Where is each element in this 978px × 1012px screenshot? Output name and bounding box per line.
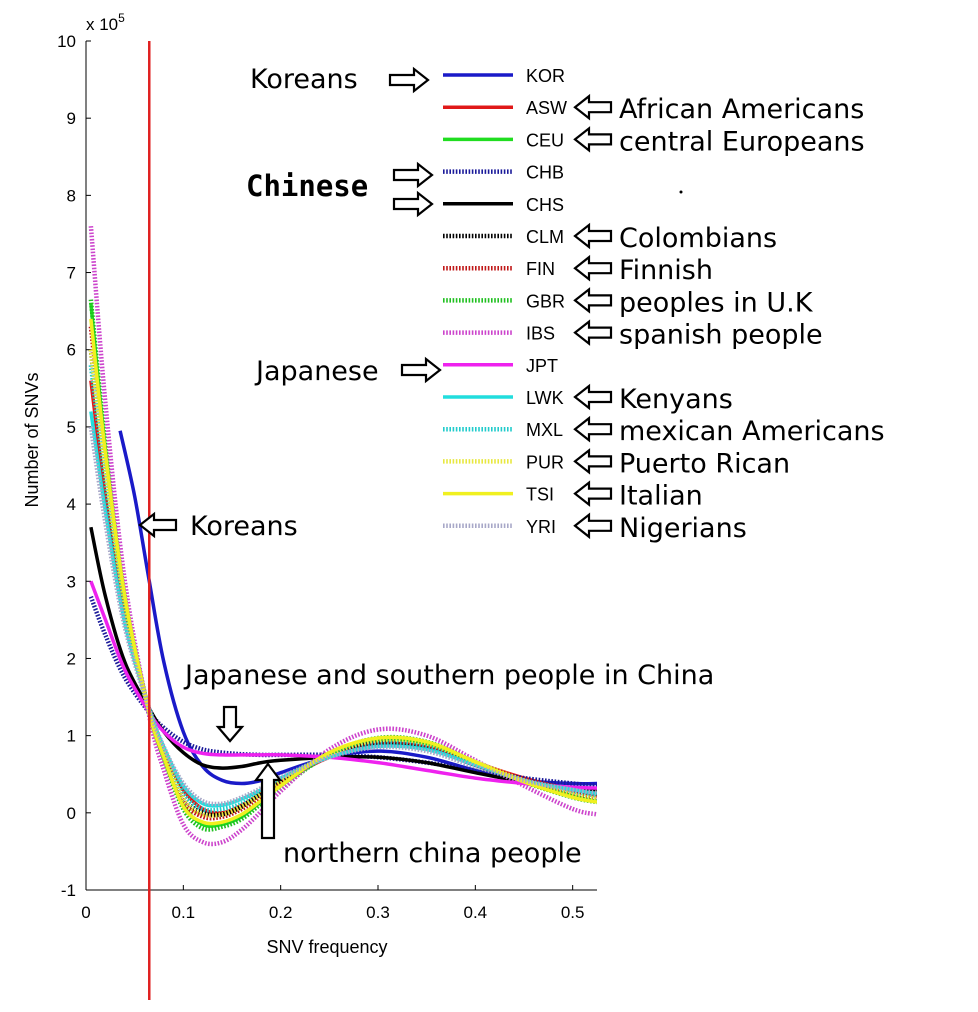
series-line-lwk (89, 411, 597, 808)
legend-code-kor: KOR (526, 66, 565, 86)
left-arrow-icon (573, 287, 613, 314)
x-tick-label: 0.4 (464, 903, 488, 922)
up-arrow-icon (253, 762, 283, 840)
x-tick-label: 0.2 (269, 903, 293, 922)
legend-label-lwk: Kenyans (619, 384, 733, 415)
legend-label-pur: Puerto Rican (619, 448, 790, 479)
annotation-northern-china: northern china people (283, 838, 582, 869)
left-arrow-icon (573, 319, 613, 346)
legend-code-tsi: TSI (526, 485, 554, 505)
y-tick-label: 0 (67, 804, 76, 823)
y-axis-label: Number of SNVs (22, 372, 42, 507)
left-arrow-icon (573, 222, 613, 250)
legend-label-asw: African Americans (619, 94, 864, 125)
annotation-koreans-plot: Koreans (190, 511, 298, 542)
legend-label-yri: Nigerians (619, 513, 747, 544)
legend-code-lwk: LWK (526, 388, 564, 408)
legend-code-asw: ASW (526, 98, 567, 118)
legend-code-ceu: CEU (526, 130, 564, 150)
legend-label-mxl: mexican Americans (619, 416, 885, 447)
annotation-chinese-legend: Chinese (246, 169, 368, 203)
y-tick-label: 6 (67, 341, 76, 360)
legend-code-jpt: JPT (526, 356, 558, 376)
legend-code-mxl: MXL (526, 420, 563, 440)
legend-label-ibs: spanish people (619, 320, 823, 351)
legend-code-yri: YRI (526, 517, 556, 537)
legend-label-clm: Colombians (619, 223, 777, 254)
x-tick-label: 0.5 (561, 903, 585, 922)
legend-label-fin: Finnish (619, 255, 713, 286)
legend-label-tsi: Italian (619, 481, 703, 512)
legend-code-clm: CLM (526, 227, 564, 247)
left-arrow-icon (138, 511, 178, 539)
series-line-kor (118, 430, 597, 786)
x-tick-label: 0.1 (172, 903, 196, 922)
left-arrow-icon (573, 93, 613, 121)
series-line-chs (89, 526, 597, 792)
left-arrow-icon (573, 448, 613, 475)
left-arrow-icon (573, 126, 613, 153)
legend-label-gbr: peoples in U.K (619, 287, 814, 318)
legend-code-chb: CHB (526, 163, 564, 183)
right-arrow-icon (392, 161, 434, 189)
down-arrow-icon (215, 705, 245, 743)
left-arrow-icon (573, 254, 613, 282)
y-tick-label: 7 (67, 264, 76, 283)
series-line-chb (88, 595, 597, 789)
right-arrow-icon (400, 356, 442, 384)
series-line-tsi (89, 318, 597, 826)
y-tick-label: 1 (67, 727, 76, 746)
annotation-koreans-legend: Koreans (250, 64, 358, 95)
legend-label-ceu: central Europeans (619, 126, 865, 157)
right-arrow-icon (392, 190, 434, 218)
y-tick-label: 4 (67, 495, 76, 514)
left-arrow-icon (573, 512, 613, 540)
legend-code-ibs: IBS (526, 324, 555, 344)
x-tick-label: 0 (81, 903, 90, 922)
annotation-arrows (138, 66, 442, 840)
y-ticks: -1 0 1 2 3 4 5 6 7 8 9 10 (57, 32, 91, 900)
y-multiplier: x 105 (86, 11, 125, 34)
left-arrow-icon (573, 480, 613, 507)
stray-dot (679, 190, 683, 194)
legend-code-pur: PUR (526, 452, 564, 472)
x-tick-label: 0.3 (366, 903, 390, 922)
y-tick-label: 10 (57, 32, 76, 51)
series-line-yri (88, 426, 597, 807)
annotation-japanese-southern-china: Japanese and southern people in China (183, 660, 714, 691)
legend-code-fin: FIN (526, 259, 555, 279)
left-arrow-icon (573, 415, 613, 443)
y-tick-label: -1 (61, 881, 76, 900)
y-tick-label: 3 (67, 572, 76, 591)
legend: KOR ASW African Americans CEU central Europe… (443, 66, 885, 544)
series-line-ibs (88, 226, 597, 847)
y-tick-label: 2 (67, 649, 76, 668)
legend-code-chs: CHS (526, 195, 564, 215)
legend-code-gbr: GBR (526, 291, 565, 311)
x-ticks: 0 0.1 0.2 0.3 0.4 0.5 (81, 885, 584, 922)
y-tick-label: 9 (67, 109, 76, 128)
x-axis-label: SNV frequency (266, 937, 387, 957)
y-tick-label: 5 (67, 418, 76, 437)
left-arrow-icon (573, 383, 613, 411)
right-arrow-icon (388, 66, 430, 94)
y-tick-label: 8 (67, 186, 76, 205)
series-lines (88, 226, 597, 847)
annotation-japanese-legend: Japanese (254, 356, 379, 387)
